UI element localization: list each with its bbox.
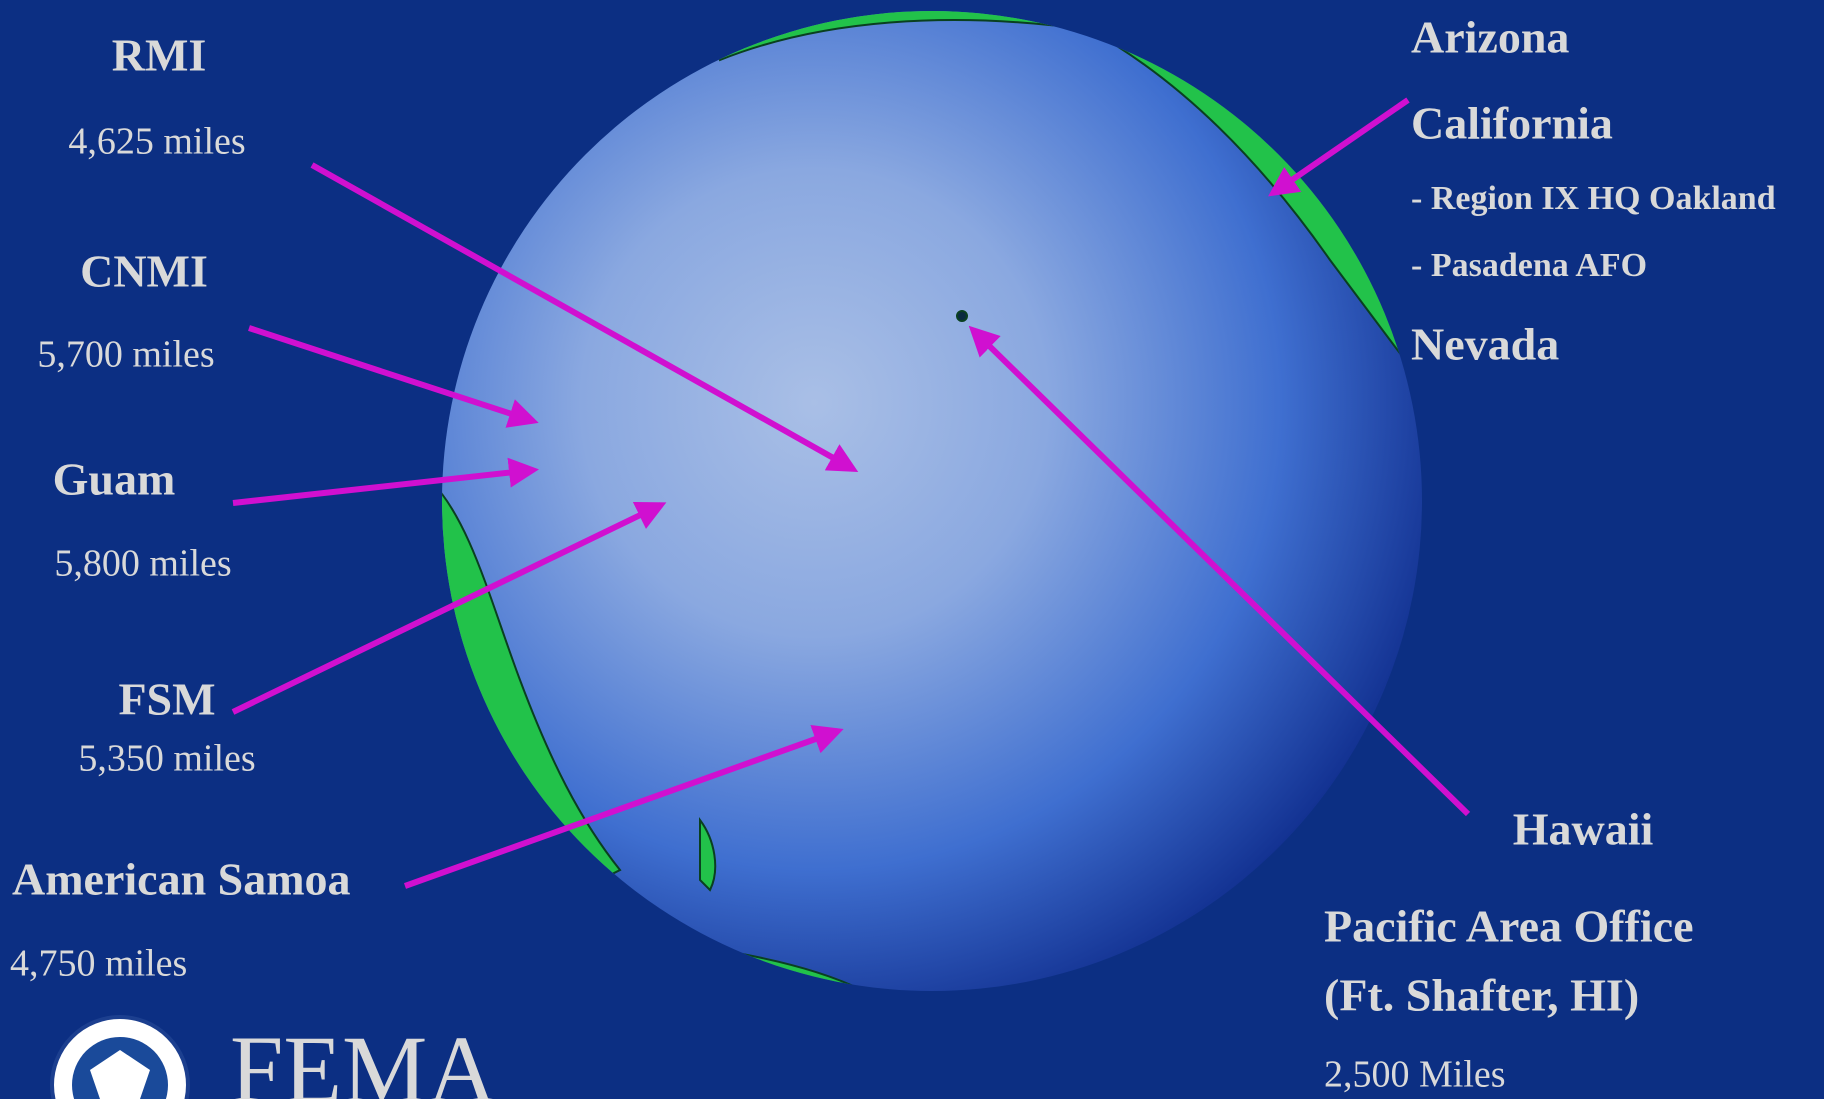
state: Nevada — [1411, 319, 1559, 370]
arrow-california — [1268, 97, 1410, 197]
left-labels: RMI 4,625 miles CNMI 5,700 miles Guam 5,… — [10, 30, 351, 985]
location-name: RMI — [112, 30, 207, 81]
office-name: Pacific Area Office — [1324, 901, 1694, 952]
arrow-cnmi — [248, 325, 539, 428]
location-name: Hawaii — [1513, 804, 1654, 855]
arrow-guam — [232, 457, 539, 506]
office-item: - Pasadena AFO — [1411, 247, 1647, 284]
distance: 4,750 miles — [10, 943, 187, 985]
logo: FEMA — [50, 1015, 497, 1099]
office-name: (Ft. Shafter, HI) — [1324, 970, 1639, 1021]
arrow-hawaii — [968, 325, 1471, 817]
state: California — [1411, 98, 1613, 149]
location-name: American Samoa — [12, 854, 351, 905]
arrow-rmi — [310, 162, 859, 472]
location-name: Guam — [53, 454, 176, 505]
logo-text: FEMA — [230, 1016, 497, 1099]
state: Arizona — [1411, 12, 1569, 63]
arrow-fsm — [231, 501, 667, 715]
distance: 5,700 miles — [37, 334, 214, 376]
arrow-samoa — [403, 724, 844, 889]
distance: 4,625 miles — [68, 121, 245, 163]
globe — [442, 11, 1422, 991]
distance: 5,350 miles — [78, 738, 255, 780]
arrows — [231, 97, 1471, 889]
location-name: FSM — [118, 674, 215, 725]
office-item: - Region IX HQ Oakland — [1411, 180, 1776, 217]
distance: 2,500 Miles — [1324, 1054, 1506, 1096]
right-labels: Arizona California - Region IX HQ Oaklan… — [1324, 12, 1776, 1096]
location-name: CNMI — [80, 246, 208, 297]
distance: 5,800 miles — [54, 543, 231, 585]
